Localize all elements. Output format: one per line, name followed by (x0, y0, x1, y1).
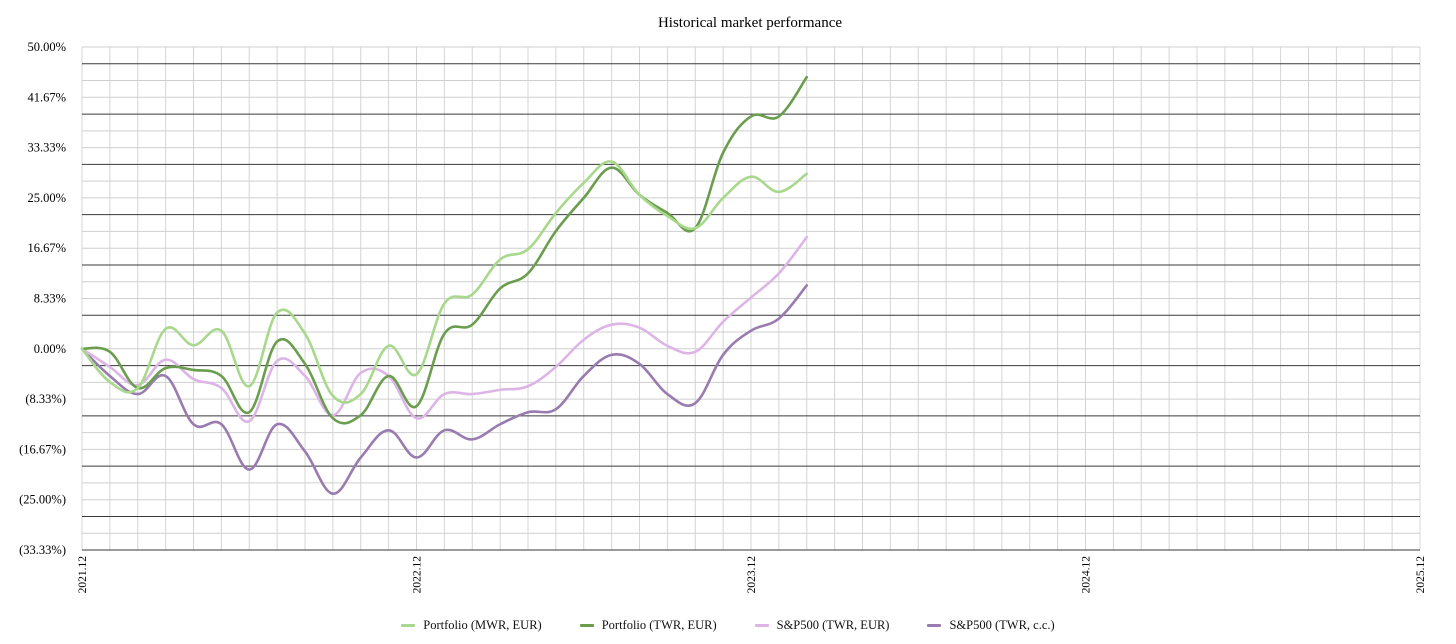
legend-item: Portfolio (TWR, EUR) (579, 617, 717, 633)
y-tick-label: (33.33%) (19, 543, 66, 557)
series-line-1 (80, 160, 809, 404)
legend-item: S&P500 (TWR, EUR) (754, 617, 890, 633)
chart-legend: Portfolio (MWR, EUR) Portfolio (TWR, EUR)… (0, 614, 1456, 636)
legend-label: Portfolio (MWR, EUR) (423, 617, 542, 632)
major-grid (82, 63, 1420, 551)
legend-swatch (927, 623, 942, 627)
y-tick-label: 25.00% (27, 191, 66, 205)
series-layer (80, 75, 809, 495)
y-tick-label: 16.67% (27, 241, 66, 255)
line-chart: 50.00% 41.67% 33.33% 25.00% 16.67% 8.33% 0.00%… (19, 15, 1427, 594)
x-tick-label: 2025.12 (1415, 556, 1427, 594)
chart-title: Historical market performance (658, 15, 842, 31)
legend-label: S&P500 (TWR, c.c.) (949, 617, 1055, 632)
y-tick-label: (8.33%) (25, 392, 66, 406)
x-tick-label: 2021.12 (77, 556, 89, 594)
legend-item: S&P500 (TWR, c.c.) (927, 617, 1055, 633)
y-tick-label: (25.00%) (19, 493, 66, 507)
y-tick-label: (16.67%) (19, 442, 66, 456)
y-tick-label: 33.33% (27, 141, 66, 155)
series-line-2 (80, 75, 809, 425)
y-tick-label: 50.00% (27, 40, 66, 54)
y-axis-ticks: 50.00% 41.67% 33.33% 25.00% 16.67% 8.33% 0.00%… (19, 40, 66, 557)
x-tick-label: 2023.12 (746, 556, 758, 594)
x-tick-label: 2022.12 (412, 556, 424, 594)
legend-swatch (401, 623, 416, 627)
legend-label: S&P500 (TWR, EUR) (776, 617, 890, 632)
legend-item: Portfolio (MWR, EUR) (401, 617, 542, 633)
y-tick-label: 41.67% (27, 90, 66, 104)
x-axis-ticks: 2021.12 2022.12 2023.12 2024.12 2025.12 (77, 556, 1427, 594)
y-tick-label: 8.33% (34, 292, 66, 306)
series-line-3 (80, 235, 809, 423)
legend-swatch (754, 623, 769, 627)
legend-label: Portfolio (TWR, EUR) (601, 617, 717, 632)
legend-swatch (579, 623, 594, 627)
y-tick-label: 0.00% (34, 342, 66, 356)
series-line-4 (80, 284, 809, 495)
x-tick-label: 2024.12 (1081, 556, 1093, 594)
